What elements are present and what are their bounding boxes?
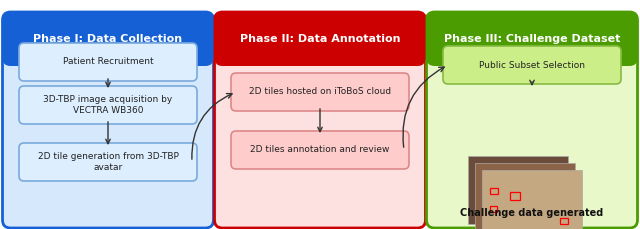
Bar (490, 206, 497, 212)
Text: 2D tiles hosted on iToBoS cloud: 2D tiles hosted on iToBoS cloud (249, 87, 391, 96)
FancyBboxPatch shape (3, 12, 214, 228)
FancyBboxPatch shape (426, 12, 637, 228)
Bar (490, 188, 498, 194)
FancyBboxPatch shape (19, 43, 197, 81)
FancyBboxPatch shape (214, 12, 426, 228)
Bar (560, 218, 568, 224)
FancyBboxPatch shape (475, 163, 575, 229)
Bar (10, 39, 205, 58)
FancyBboxPatch shape (468, 156, 568, 224)
Bar (435, 39, 630, 58)
FancyBboxPatch shape (3, 12, 214, 66)
Text: Patient Recruitment: Patient Recruitment (63, 57, 154, 66)
Text: 2D tile generation from 3D-TBP
avatar: 2D tile generation from 3D-TBP avatar (38, 152, 179, 172)
FancyBboxPatch shape (426, 12, 637, 66)
FancyBboxPatch shape (482, 170, 582, 229)
FancyBboxPatch shape (19, 143, 197, 181)
FancyBboxPatch shape (231, 131, 409, 169)
Text: Phase III: Challenge Dataset: Phase III: Challenge Dataset (444, 34, 620, 44)
Text: 3D-TBP image acquisition by
VECTRA WB360: 3D-TBP image acquisition by VECTRA WB360 (44, 95, 173, 115)
Text: Challenge data generated: Challenge data generated (460, 208, 604, 218)
FancyBboxPatch shape (19, 86, 197, 124)
Text: Phase II: Data Annotation: Phase II: Data Annotation (240, 34, 400, 44)
FancyBboxPatch shape (214, 12, 426, 66)
Text: Phase I: Data Collection: Phase I: Data Collection (33, 34, 182, 44)
Bar (510, 192, 520, 200)
Text: 2D tiles annotation and review: 2D tiles annotation and review (250, 145, 390, 155)
FancyBboxPatch shape (231, 73, 409, 111)
Text: Public Subset Selection: Public Subset Selection (479, 60, 585, 69)
Bar (223, 39, 417, 58)
FancyBboxPatch shape (443, 46, 621, 84)
